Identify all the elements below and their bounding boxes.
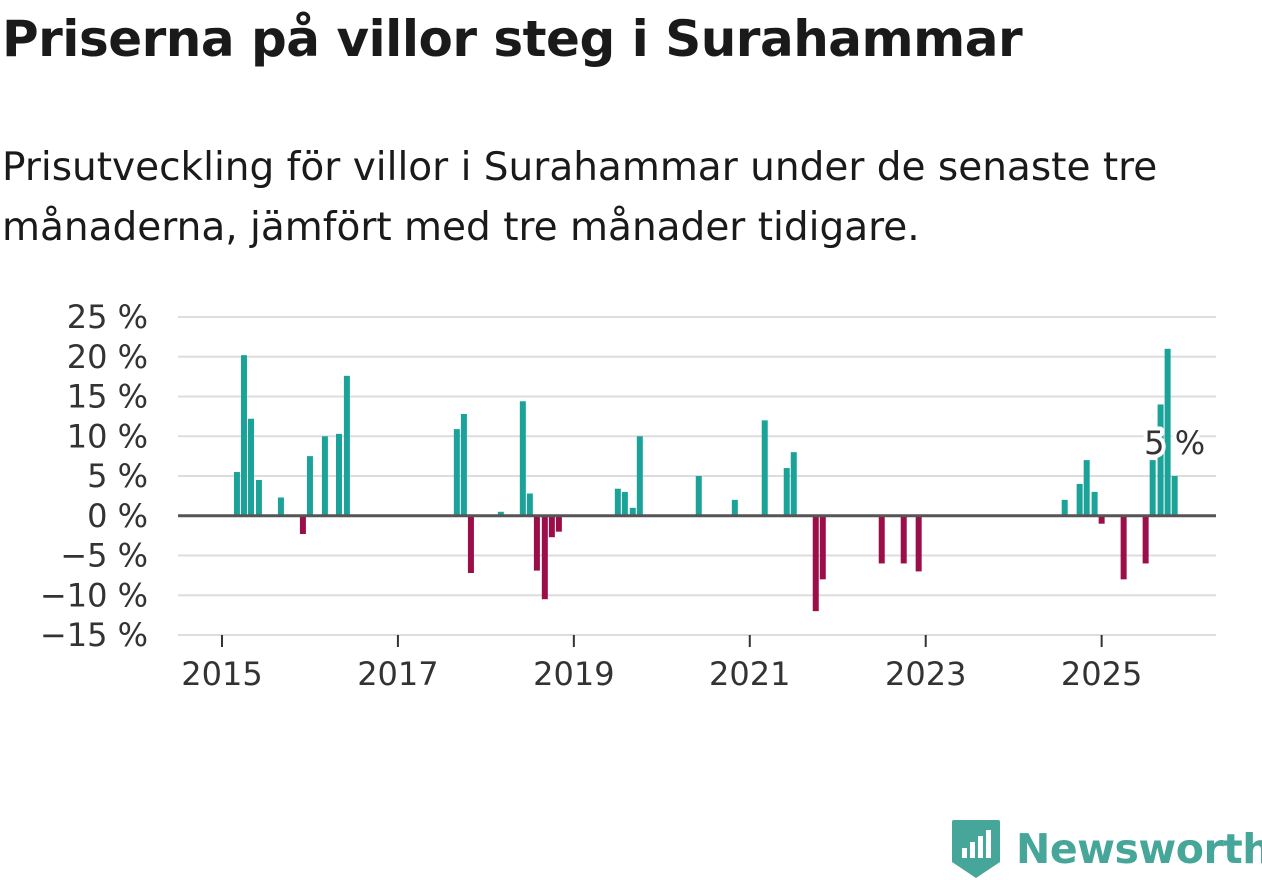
y-tick-label: 20 % <box>67 338 148 376</box>
bar <box>248 418 255 516</box>
bar <box>497 511 504 516</box>
annotation-label: 5 % <box>1144 424 1205 462</box>
bar <box>900 515 907 564</box>
y-tick-label: 10 % <box>67 417 148 455</box>
bar <box>1149 460 1156 516</box>
x-axis-ticks: 2015 2017 2019 2021 2023 2025 <box>181 635 1142 693</box>
newsworthy-logo-icon <box>952 820 1000 878</box>
bar <box>812 515 819 612</box>
x-tick-label: 2025 <box>1061 655 1142 693</box>
bar <box>621 491 628 516</box>
bars <box>233 348 1178 612</box>
bar <box>783 468 790 516</box>
bar <box>299 515 306 535</box>
y-tick-label: −10 % <box>40 576 148 614</box>
bar <box>277 497 284 516</box>
annotation-group: 5 % <box>1140 420 1209 466</box>
bar <box>761 420 768 516</box>
bar <box>614 488 621 516</box>
bar <box>878 515 885 564</box>
x-tick-label: 2023 <box>885 655 966 693</box>
bar <box>1083 460 1090 516</box>
bar <box>255 479 262 516</box>
y-tick-label: −15 % <box>40 616 148 654</box>
bar <box>790 452 797 516</box>
bar <box>548 515 555 538</box>
bar <box>629 507 636 516</box>
bar <box>460 413 467 516</box>
bar <box>335 433 342 516</box>
y-tick-label: 0 % <box>87 497 148 535</box>
bar <box>1157 404 1164 516</box>
y-tick-label: 25 % <box>67 298 148 336</box>
bar <box>915 515 922 572</box>
bar <box>819 515 826 580</box>
bar <box>1171 476 1178 516</box>
chart-subtitle: Prisutveckling för villor i Surahammar u… <box>2 145 1158 250</box>
chart-title: Priserna på villor steg i Surahammar <box>2 10 1023 68</box>
bar <box>343 375 350 516</box>
y-tick-label: 15 % <box>67 378 148 416</box>
bar <box>533 515 540 571</box>
bar <box>233 472 240 516</box>
bar <box>1091 491 1098 516</box>
bar <box>1120 515 1127 580</box>
bar <box>695 476 702 516</box>
brand-name: Newsworthy <box>1016 825 1262 873</box>
bar <box>636 436 643 516</box>
bar <box>321 436 328 516</box>
x-tick-label: 2019 <box>533 655 614 693</box>
bar <box>1142 515 1149 564</box>
x-tick-label: 2017 <box>357 655 438 693</box>
bar <box>555 515 562 532</box>
bar <box>1164 348 1171 516</box>
newsworthy-logo: Newsworthy <box>950 818 1262 880</box>
bar-chart: 25 %20 %15 %10 %5 %0 %−5 %−10 %−15 % 201… <box>40 298 1216 693</box>
bar <box>306 456 313 516</box>
y-axis-ticks: 25 %20 %15 %10 %5 %0 %−5 %−10 %−15 % <box>40 298 148 654</box>
bar <box>1098 515 1105 524</box>
bar <box>453 429 460 516</box>
x-tick-label: 2015 <box>181 655 262 693</box>
bar <box>519 401 526 516</box>
bar <box>731 499 738 516</box>
bar <box>526 493 533 516</box>
y-tick-label: 5 % <box>87 457 148 495</box>
bar <box>467 515 474 573</box>
bar <box>1076 483 1083 516</box>
y-tick-label: −5 % <box>60 537 148 575</box>
x-tick-label: 2021 <box>709 655 790 693</box>
bar <box>541 515 548 600</box>
bar <box>240 355 247 516</box>
bar <box>1061 499 1068 516</box>
